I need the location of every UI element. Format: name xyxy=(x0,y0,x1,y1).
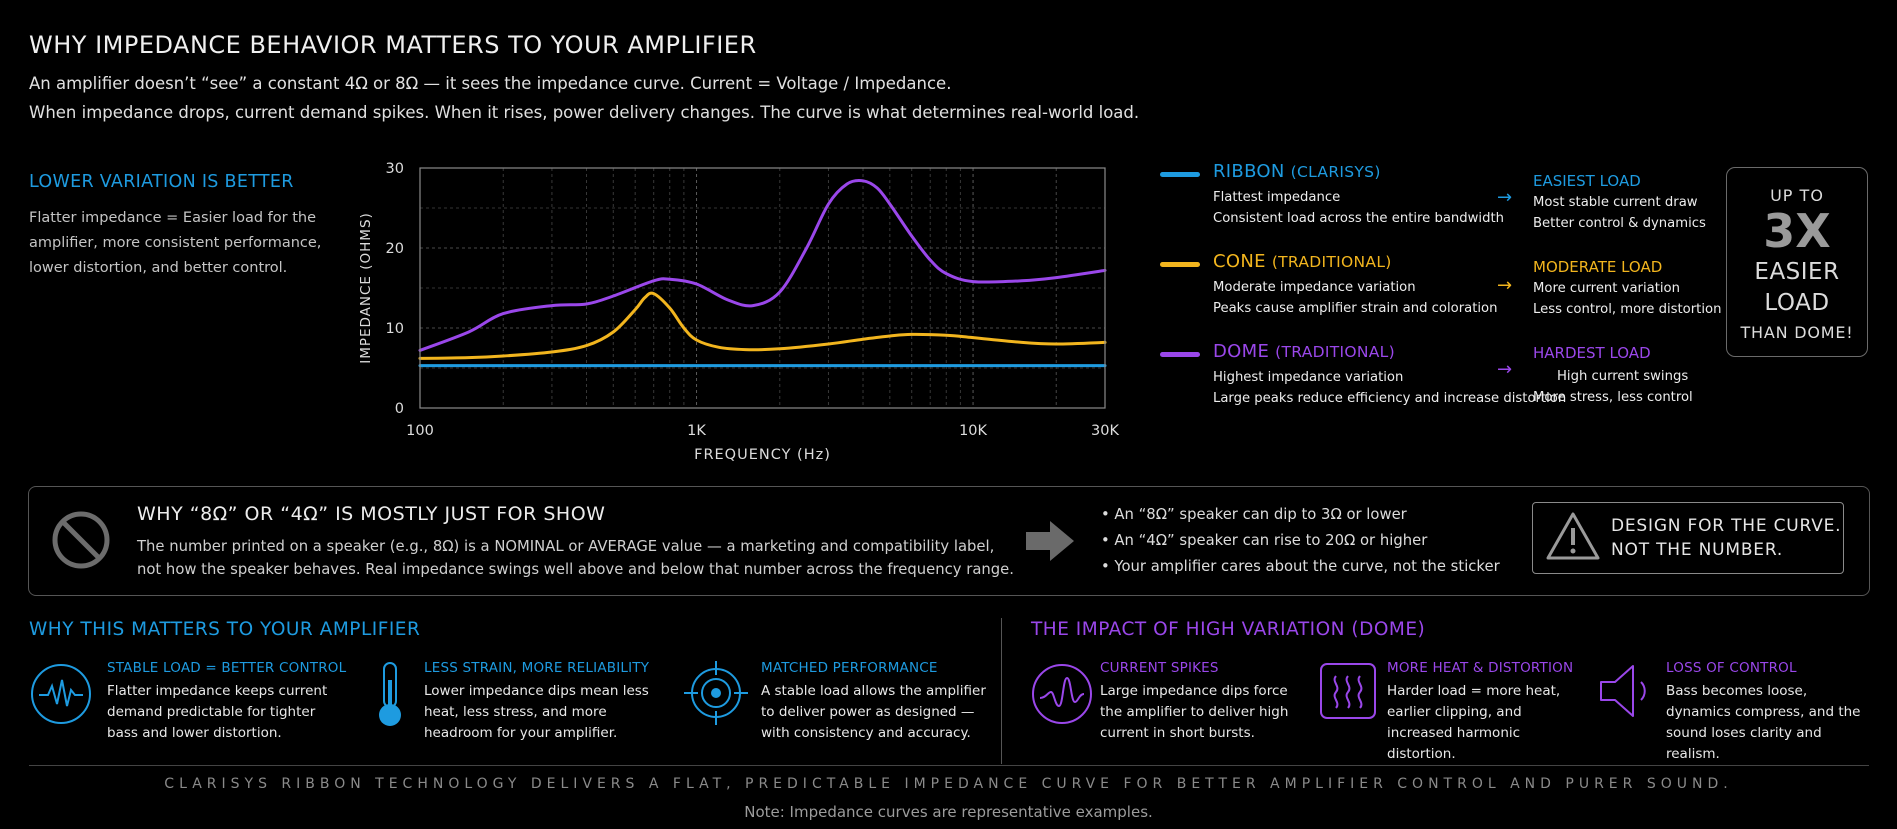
badge-line-3: EASIER xyxy=(1754,259,1840,285)
three-x-badge: UP TO 3X EASIER LOAD THAN DOME! xyxy=(1726,167,1868,357)
page-title: WHY IMPEDANCE BEHAVIOR MATTERS TO YOUR A… xyxy=(29,31,757,59)
feature-title: STABLE LOAD = BETTER CONTROL xyxy=(107,660,347,676)
arrow-right-icon: → xyxy=(1497,359,1513,380)
heat-icon xyxy=(1320,663,1376,719)
load-title-hardest: HARDEST LOAD xyxy=(1533,344,1651,362)
feature-title: MORE HEAT & DISTORTION xyxy=(1387,660,1574,676)
impact-heading: THE IMPACT OF HIGH VARIATION (DOME) xyxy=(1031,619,1426,640)
series-line xyxy=(418,291,1107,360)
arrow-right-icon: → xyxy=(1497,187,1513,208)
footer-note: Note: Impedance curves are representativ… xyxy=(744,803,1153,821)
y-tick-label: 20 xyxy=(386,241,404,257)
y-tick-label: 30 xyxy=(386,161,404,177)
warning-box xyxy=(1532,502,1844,574)
chart-grid xyxy=(420,168,1105,408)
lower-variation-body: Flatter impedance = Easier load for the … xyxy=(29,210,322,276)
matters-heading: WHY THIS MATTERS TO YOUR AMPLIFIER xyxy=(29,619,421,640)
feature-title: CURRENT SPIKES xyxy=(1100,660,1219,676)
feature-title: LESS STRAIN, MORE RELIABILITY xyxy=(424,660,650,676)
warning-icon xyxy=(1546,512,1600,560)
legend-dome-desc: Highest impedance variation Large peaks r… xyxy=(1213,370,1567,406)
badge-line-5: THAN DOME! xyxy=(1740,323,1854,342)
bullet-item: • Your amplifier cares about the curve, … xyxy=(1101,558,1500,575)
load-desc-hardest: High current swings More stress, less con… xyxy=(1533,369,1693,405)
series-line xyxy=(418,178,1107,352)
intro-line-2: When impedance drops, current demand spi… xyxy=(29,103,1140,122)
feature-desc: Lower impedance dips mean less heat, les… xyxy=(424,683,649,741)
warning-text: DESIGN FOR THE CURVE. NOT THE NUMBER. xyxy=(1611,516,1842,560)
footer-rule xyxy=(29,765,1869,766)
feature-desc: Harder load = more heat, earlier clippin… xyxy=(1387,683,1561,762)
load-desc-easiest: Most stable current draw Better control &… xyxy=(1533,195,1706,231)
prohibited-icon xyxy=(52,511,110,569)
dome-swatch xyxy=(1160,352,1200,357)
speaker-icon xyxy=(1600,665,1646,717)
intro-line-1: An amplifier doesn’t “see” a constant 4Ω… xyxy=(29,74,952,93)
footer-tagline: CLARISYS RIBBON TECHNOLOGY DELIVERS A FL… xyxy=(164,776,1733,792)
load-title-moderate: MODERATE LOAD xyxy=(1533,258,1663,276)
y-tick-label: 0 xyxy=(395,401,404,417)
load-title-easiest: EASIEST LOAD xyxy=(1533,172,1641,190)
ribbon-swatch xyxy=(1160,172,1200,177)
waveform-icon xyxy=(31,664,91,724)
feature-title: MATCHED PERFORMANCE xyxy=(761,660,938,676)
x-tick-label: 1K xyxy=(687,423,706,439)
badge-line-1: UP TO xyxy=(1770,186,1824,205)
bullet-item: • An “8Ω” speaker can dip to 3Ω or lower xyxy=(1101,506,1407,523)
y-axis-label: IMPEDANCE (OHMS) xyxy=(358,212,374,364)
impedance-chart: 100 1K 10K 30K 0 10 20 30 FREQUENCY (Hz) IMPEDA… xyxy=(358,161,1120,463)
nominal-panel-body: The number printed on a speaker (e.g., 8… xyxy=(137,538,1014,578)
x-tick-label: 100 xyxy=(406,423,434,439)
bullet-item: • An “4Ω” speaker can rise to 20Ω or hig… xyxy=(1101,532,1428,549)
feature-desc: A stable load allows the amplifier to de… xyxy=(761,683,986,741)
lower-variation-heading: LOWER VARIATION IS BETTER xyxy=(29,172,294,192)
nominal-impedance-panel xyxy=(28,486,1870,596)
target-icon xyxy=(684,661,748,725)
legend-cone-desc: Moderate impedance variation Peaks cause … xyxy=(1213,280,1498,316)
feature-desc: Bass becomes loose, dynamics compress, a… xyxy=(1666,683,1861,762)
load-desc-moderate: More current variation Less control, more… xyxy=(1533,281,1722,317)
legend-ribbon-desc: Flattest impedance Consistent load across… xyxy=(1213,190,1504,226)
badge-line-4: LOAD xyxy=(1764,290,1830,316)
legend-ribbon-name: RIBBON (CLARISYS) xyxy=(1213,161,1381,182)
nominal-panel-title: WHY “8Ω” OR “4Ω” IS MOSTLY JUST FOR SHOW xyxy=(137,503,606,525)
x-tick-label: 10K xyxy=(959,423,987,439)
arrow-right-icon: → xyxy=(1497,275,1513,296)
cone-swatch xyxy=(1160,262,1200,267)
x-tick-label: 30K xyxy=(1091,423,1119,439)
y-tick-label: 10 xyxy=(386,321,404,337)
arrow-right-icon xyxy=(1026,521,1074,561)
thermometer-icon xyxy=(379,662,401,726)
feature-desc: Flatter impedance keeps current demand p… xyxy=(107,683,328,741)
legend-cone-name: CONE (TRADITIONAL) xyxy=(1213,251,1392,272)
x-axis-label: FREQUENCY (Hz) xyxy=(694,447,831,463)
section-divider xyxy=(1001,618,1002,764)
feature-desc: Large impedance dips force the amplifier… xyxy=(1100,683,1289,741)
badge-line-2: 3X xyxy=(1763,204,1831,258)
chart-ticks: 100 1K 10K 30K 0 10 20 30 xyxy=(386,161,1120,439)
legend-dome-name: DOME (TRADITIONAL) xyxy=(1213,341,1395,362)
feature-title: LOSS OF CONTROL xyxy=(1666,660,1797,676)
spike-waveform-icon xyxy=(1032,664,1092,724)
chart-series xyxy=(418,178,1107,368)
plot-frame xyxy=(419,167,1106,409)
